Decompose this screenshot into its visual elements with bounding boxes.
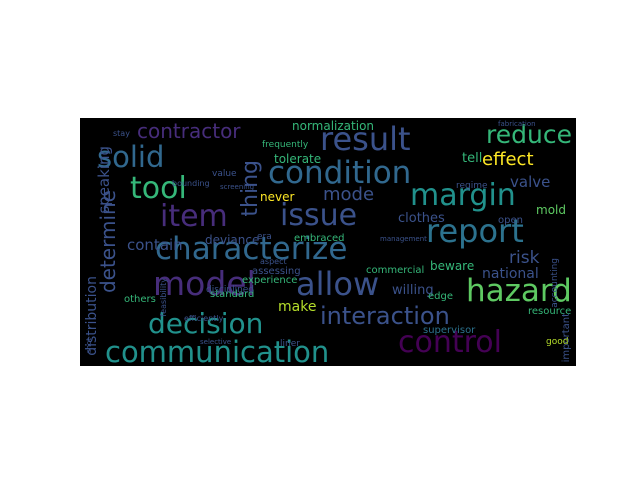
word-commercial: commercial (366, 265, 425, 276)
word-others: others (124, 294, 156, 305)
word-hazard: hazard (466, 273, 572, 309)
word-issue: issue (280, 198, 358, 233)
word-bounding: bounding (172, 179, 210, 188)
word-good: good (546, 337, 569, 347)
word-cloud: communication characterize condition decisi… (80, 118, 576, 366)
word-efficiently: efficiently (184, 314, 224, 323)
word-contractor: contractor (137, 119, 241, 143)
word-aspect: aspect (260, 257, 287, 266)
word-fabrication: fabrication (498, 120, 536, 128)
word-allow: allow (296, 265, 380, 303)
word-regime: regime (456, 181, 488, 191)
word-value: value (212, 169, 237, 179)
word-tell: tell (462, 151, 483, 166)
word-willing: willing (392, 283, 434, 298)
word-model: model (153, 264, 256, 303)
word-report: report (426, 212, 524, 250)
word-communication: communication (105, 335, 330, 367)
word-condition: condition (268, 155, 412, 191)
word-era: era (257, 232, 272, 242)
word-margin: margin (410, 178, 516, 213)
word-mold: mold (536, 203, 566, 217)
word-control: control (398, 325, 502, 360)
word-mode: mode (323, 184, 375, 205)
word-clothes: clothes (398, 211, 445, 226)
word-never: never (260, 190, 295, 204)
word-shot: shot (85, 338, 93, 354)
word-decision: decision (148, 307, 264, 340)
word-deviance: deviance (205, 233, 260, 247)
word-stay: stay (113, 129, 130, 138)
word-disciplined: disciplined (206, 285, 255, 295)
word-standard: standard (210, 289, 255, 300)
word-liner: liner (280, 339, 300, 349)
word-embraced: embraced (294, 233, 345, 244)
word-characterize: characterize (155, 231, 348, 267)
word-supervisor: supervisor (423, 325, 476, 336)
word-screening: screening (220, 183, 255, 191)
word-tool: tool (130, 171, 187, 206)
word-beware: beware (430, 259, 475, 273)
word-tolerate: tolerate (274, 152, 322, 166)
word-resource: resource (528, 306, 572, 317)
word-feasibility: feasibility (159, 278, 168, 317)
word-assessing: assessing (252, 266, 301, 277)
word-interaction: interaction (320, 302, 450, 330)
word-item: item (160, 199, 228, 234)
word-reduce: reduce (486, 120, 572, 149)
word-make: make (278, 299, 317, 315)
word-open: open (498, 215, 523, 226)
word-contain: contain (127, 236, 183, 254)
word-experience: experience (242, 275, 298, 286)
word-normalization: normalization (292, 119, 375, 133)
word-effect: effect (482, 149, 534, 170)
word-valve: valve (510, 173, 551, 191)
word-solid: solid (97, 140, 165, 174)
word-accounting: accounting (550, 258, 560, 308)
word-result: result (320, 120, 411, 158)
word-speaking: speaking (95, 146, 113, 214)
word-edge: edge (428, 291, 453, 302)
word-selective: selective (200, 338, 232, 346)
word-national: national (482, 266, 539, 282)
word-frequently: frequently (262, 140, 309, 150)
word-management: management (380, 235, 427, 243)
word-risk: risk (509, 248, 540, 268)
